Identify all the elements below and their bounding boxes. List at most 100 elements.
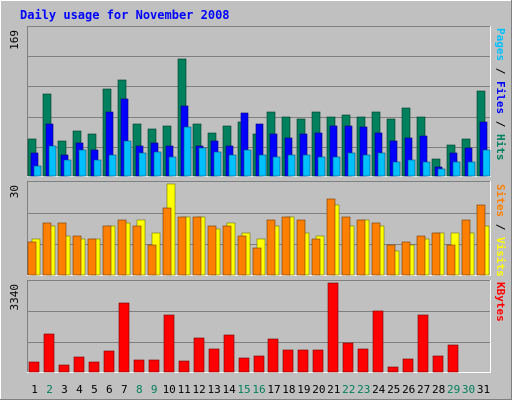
bar-pages-day-17 (272, 156, 281, 177)
bar-kbytes-day-28 (432, 355, 444, 373)
bar-sites-day-3 (57, 222, 67, 276)
bar-kbytes-day-6 (103, 350, 115, 373)
max-value-label: 169 (8, 30, 21, 50)
bar-sites-day-21 (326, 198, 336, 276)
bar-kbytes-day-7 (118, 302, 130, 373)
bar-pages-day-31 (482, 149, 491, 177)
bar-pages-day-11 (183, 126, 192, 177)
bar-sites-day-16 (252, 247, 262, 276)
bar-kbytes-day-11 (178, 360, 190, 373)
day-label: 30 (462, 383, 475, 396)
bar-pages-day-23 (362, 154, 371, 177)
bar-kbytes-day-12 (193, 337, 205, 373)
bar-kbytes-day-14 (223, 334, 235, 373)
bar-kbytes-day-23 (357, 348, 369, 373)
bar-kbytes-day-10 (163, 314, 175, 373)
bar-sites-day-20 (311, 238, 321, 276)
bar-sites-day-23 (356, 219, 366, 276)
bar-sites-day-18 (281, 216, 291, 276)
bar-sites-day-17 (266, 219, 276, 276)
bar-pages-day-1 (33, 165, 42, 177)
bar-sites-day-26 (401, 241, 411, 276)
legend-entry-visits: Visits (494, 237, 507, 277)
bar-pages-day-26 (407, 159, 416, 177)
bar-pages-day-10 (168, 156, 177, 177)
day-label: 7 (121, 383, 128, 396)
bar-kbytes-day-15 (238, 357, 250, 373)
legend-entry-sites: Sites (494, 184, 507, 217)
bar-pages-day-12 (198, 147, 207, 177)
bar-kbytes-day-21 (327, 282, 339, 373)
day-label: 4 (76, 383, 83, 396)
max-value-label: 30 (8, 185, 21, 198)
bar-sites-day-28 (431, 232, 441, 276)
bar-pages-day-5 (93, 159, 102, 177)
bar-sites-day-25 (386, 244, 396, 276)
bar-sites-day-14 (222, 225, 232, 276)
bar-pages-day-7 (123, 140, 132, 177)
legend-visits-sites: Sites / Visits (494, 184, 507, 277)
bar-sites-day-27 (416, 235, 426, 276)
panel-visits-sites: 30 Sites / Visits (8, 181, 507, 277)
day-label: 22 (342, 383, 355, 396)
bar-kbytes-day-22 (342, 342, 354, 373)
bar-pages-day-4 (78, 149, 87, 177)
legend-entry-hits: Hits (494, 134, 507, 161)
bar-sites-day-12 (192, 216, 202, 276)
day-label: 24 (372, 383, 386, 396)
day-label: 18 (282, 383, 295, 396)
bar-kbytes-day-5 (88, 361, 100, 373)
legend-entry-pages: Pages (494, 28, 507, 61)
bar-kbytes-day-16 (253, 355, 265, 373)
day-label: 20 (312, 383, 325, 396)
bar-sites-day-30 (461, 219, 471, 276)
day-label: 17 (267, 383, 280, 396)
bar-kbytes-day-17 (267, 338, 279, 373)
bar-kbytes-day-27 (417, 314, 429, 373)
day-label: 15 (237, 383, 250, 396)
day-label: 1 (31, 383, 38, 396)
bar-kbytes-day-29 (447, 344, 459, 373)
day-label: 28 (432, 383, 445, 396)
day-label: 14 (222, 383, 236, 396)
bar-kbytes-day-3 (58, 364, 70, 373)
bar-pages-day-13 (213, 151, 222, 177)
bar-sites-day-19 (296, 219, 306, 276)
bar-pages-day-8 (138, 152, 147, 177)
bar-sites-day-31 (476, 204, 486, 276)
bar-sites-day-15 (237, 235, 247, 276)
bar-sites-day-24 (371, 222, 381, 276)
bar-kbytes-day-19 (297, 349, 309, 373)
bar-pages-day-27 (422, 161, 431, 177)
bar-kbytes-day-2 (43, 333, 55, 373)
bar-pages-day-28 (437, 168, 446, 177)
max-value-label: 3340 (8, 284, 21, 311)
bar-sites-day-6 (102, 225, 112, 276)
bar-pages-day-16 (258, 154, 267, 177)
panel-hits-files-pages: 169 Pages / Files / Hits (8, 26, 507, 177)
bar-pages-day-22 (347, 152, 356, 177)
day-label: 29 (447, 383, 460, 396)
bar-pages-day-18 (287, 154, 296, 177)
bar-sites-day-29 (446, 244, 456, 276)
legend-entry-kbytes: KBytes (494, 282, 507, 322)
bar-kbytes-day-18 (282, 349, 294, 373)
bar-kbytes-day-1 (28, 361, 40, 373)
bar-kbytes-day-25 (387, 366, 399, 373)
day-label: 25 (387, 383, 400, 396)
bar-pages-day-9 (153, 151, 162, 177)
bar-sites-day-5 (87, 238, 97, 276)
bar-pages-day-25 (392, 161, 401, 177)
bar-sites-day-1 (27, 241, 37, 276)
legend-entry-files: Files (494, 81, 507, 114)
chart-title: Daily usage for November 2008 (20, 8, 230, 22)
bar-pages-day-2 (48, 145, 57, 177)
bar-sites-day-8 (132, 225, 142, 276)
bar-pages-day-20 (317, 156, 326, 177)
day-label: 3 (61, 383, 68, 396)
bar-kbytes-day-8 (133, 359, 145, 373)
bar-pages-day-24 (377, 152, 386, 177)
bar-sites-day-22 (341, 216, 351, 276)
